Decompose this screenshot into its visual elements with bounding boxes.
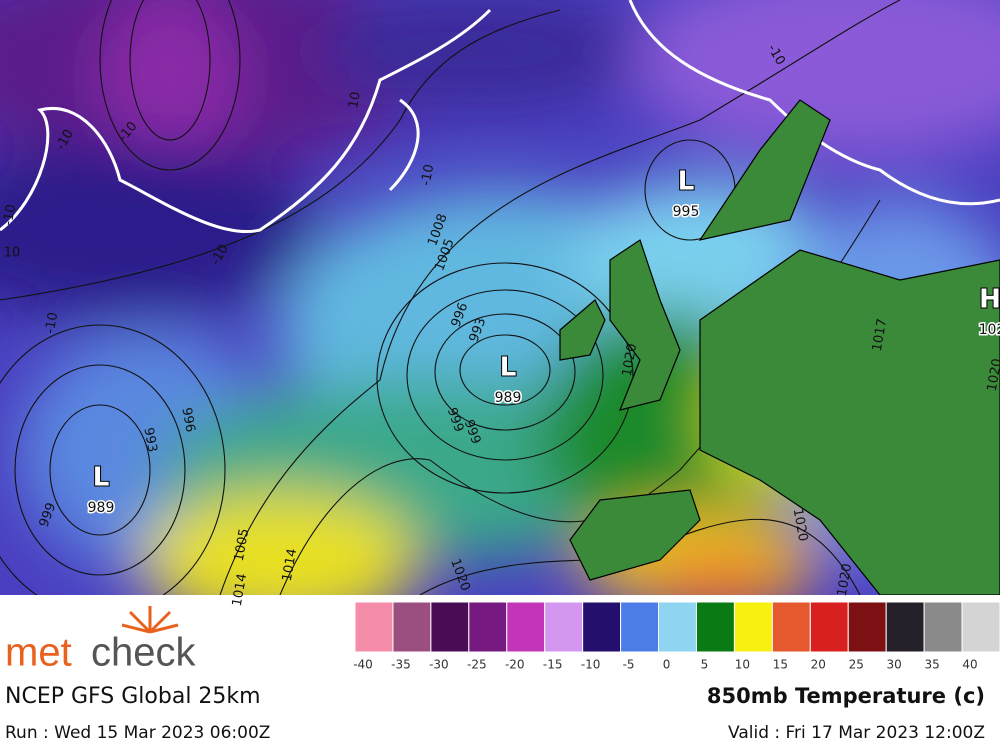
legend: -40 -35 -30 -25 -20 -15 -10 -5 0 5 10 15 20 25 30 35 40 <box>353 601 1000 672</box>
isobar-label: 1014 <box>280 547 301 582</box>
legend-swatch <box>658 601 697 653</box>
footer: met check NCEP GFS Global 25km Run : Wed… <box>5 606 985 743</box>
isobar-label: 1014 <box>230 572 251 607</box>
model-name: NCEP GFS Global 25km <box>5 684 261 709</box>
legend-label: -20 <box>505 658 525 672</box>
legend-label: 15 <box>773 658 788 672</box>
isobars <box>0 0 901 595</box>
temperature-label: -10 <box>43 311 61 335</box>
legend-label: 30 <box>887 658 902 672</box>
isobar-label: 1005 <box>232 527 253 562</box>
legend-swatch <box>923 601 963 653</box>
legend-swatch <box>430 601 470 653</box>
pressure-value: 989 <box>88 500 115 516</box>
legend-swatch <box>354 601 394 653</box>
legend-swatch <box>695 601 735 653</box>
run-time: Run : Wed 15 Mar 2023 06:00Z <box>5 723 270 743</box>
legend-label: -35 <box>391 658 411 672</box>
temperature-label: 10 <box>346 91 364 110</box>
legend-swatch <box>809 601 849 653</box>
pressure-symbol: L <box>93 463 110 493</box>
isobar-label: 1020 <box>985 357 1000 392</box>
pressure-symbol: L <box>678 167 695 197</box>
legend-swatch <box>771 601 811 653</box>
legend-swatch <box>392 601 432 653</box>
legend-label: -25 <box>467 658 487 672</box>
legend-swatch <box>733 601 773 653</box>
map <box>0 0 1000 595</box>
logo-sun <box>121 606 179 634</box>
legend-label: 0 <box>663 658 671 672</box>
legend-label: -10 <box>581 658 601 672</box>
pressure-symbol: H <box>979 285 1000 315</box>
isobar-label: 993 <box>140 426 159 453</box>
temperature-label: -10 <box>1 203 19 227</box>
legend-swatch <box>582 601 622 653</box>
land <box>559 99 1000 595</box>
temperature-label: 10 <box>4 246 21 261</box>
pressure-value: 995 <box>673 204 700 220</box>
legend-label: 25 <box>849 658 864 672</box>
legend-swatch <box>961 601 1000 653</box>
pressure-symbol: L <box>500 353 517 383</box>
logo-check: check <box>91 631 196 675</box>
legend-label: 20 <box>811 658 826 672</box>
pressure-value: 102 <box>979 322 1000 338</box>
isobar-label: 1017 <box>870 317 891 352</box>
pressure-value: 989 <box>495 390 522 406</box>
legend-label: 10 <box>735 658 750 672</box>
legend-swatch <box>468 601 508 653</box>
legend-swatch <box>544 601 584 653</box>
legend-label: -40 <box>353 658 373 672</box>
legend-label: -30 <box>429 658 449 672</box>
valid-time: Valid : Fri 17 Mar 2023 12:00Z <box>728 723 985 743</box>
legend-swatch <box>506 601 546 653</box>
isobar-label: 996 <box>178 406 197 433</box>
isobar-label: 1020 <box>790 507 811 542</box>
isobar-label: 1020 <box>620 342 641 377</box>
logo-met: met <box>5 631 72 675</box>
legend-swatch <box>620 601 660 653</box>
legend-label: 5 <box>701 658 709 672</box>
legend-swatch <box>885 601 925 653</box>
product-name: 850mb Temperature (c) <box>707 684 985 708</box>
temperature-label: -10 <box>419 163 437 187</box>
legend-label: -15 <box>543 658 563 672</box>
legend-swatch <box>847 601 887 653</box>
legend-label: 35 <box>924 658 939 672</box>
legend-label: -5 <box>623 658 635 672</box>
legend-label: 40 <box>962 658 977 672</box>
isobar-label: 1020 <box>835 562 856 597</box>
